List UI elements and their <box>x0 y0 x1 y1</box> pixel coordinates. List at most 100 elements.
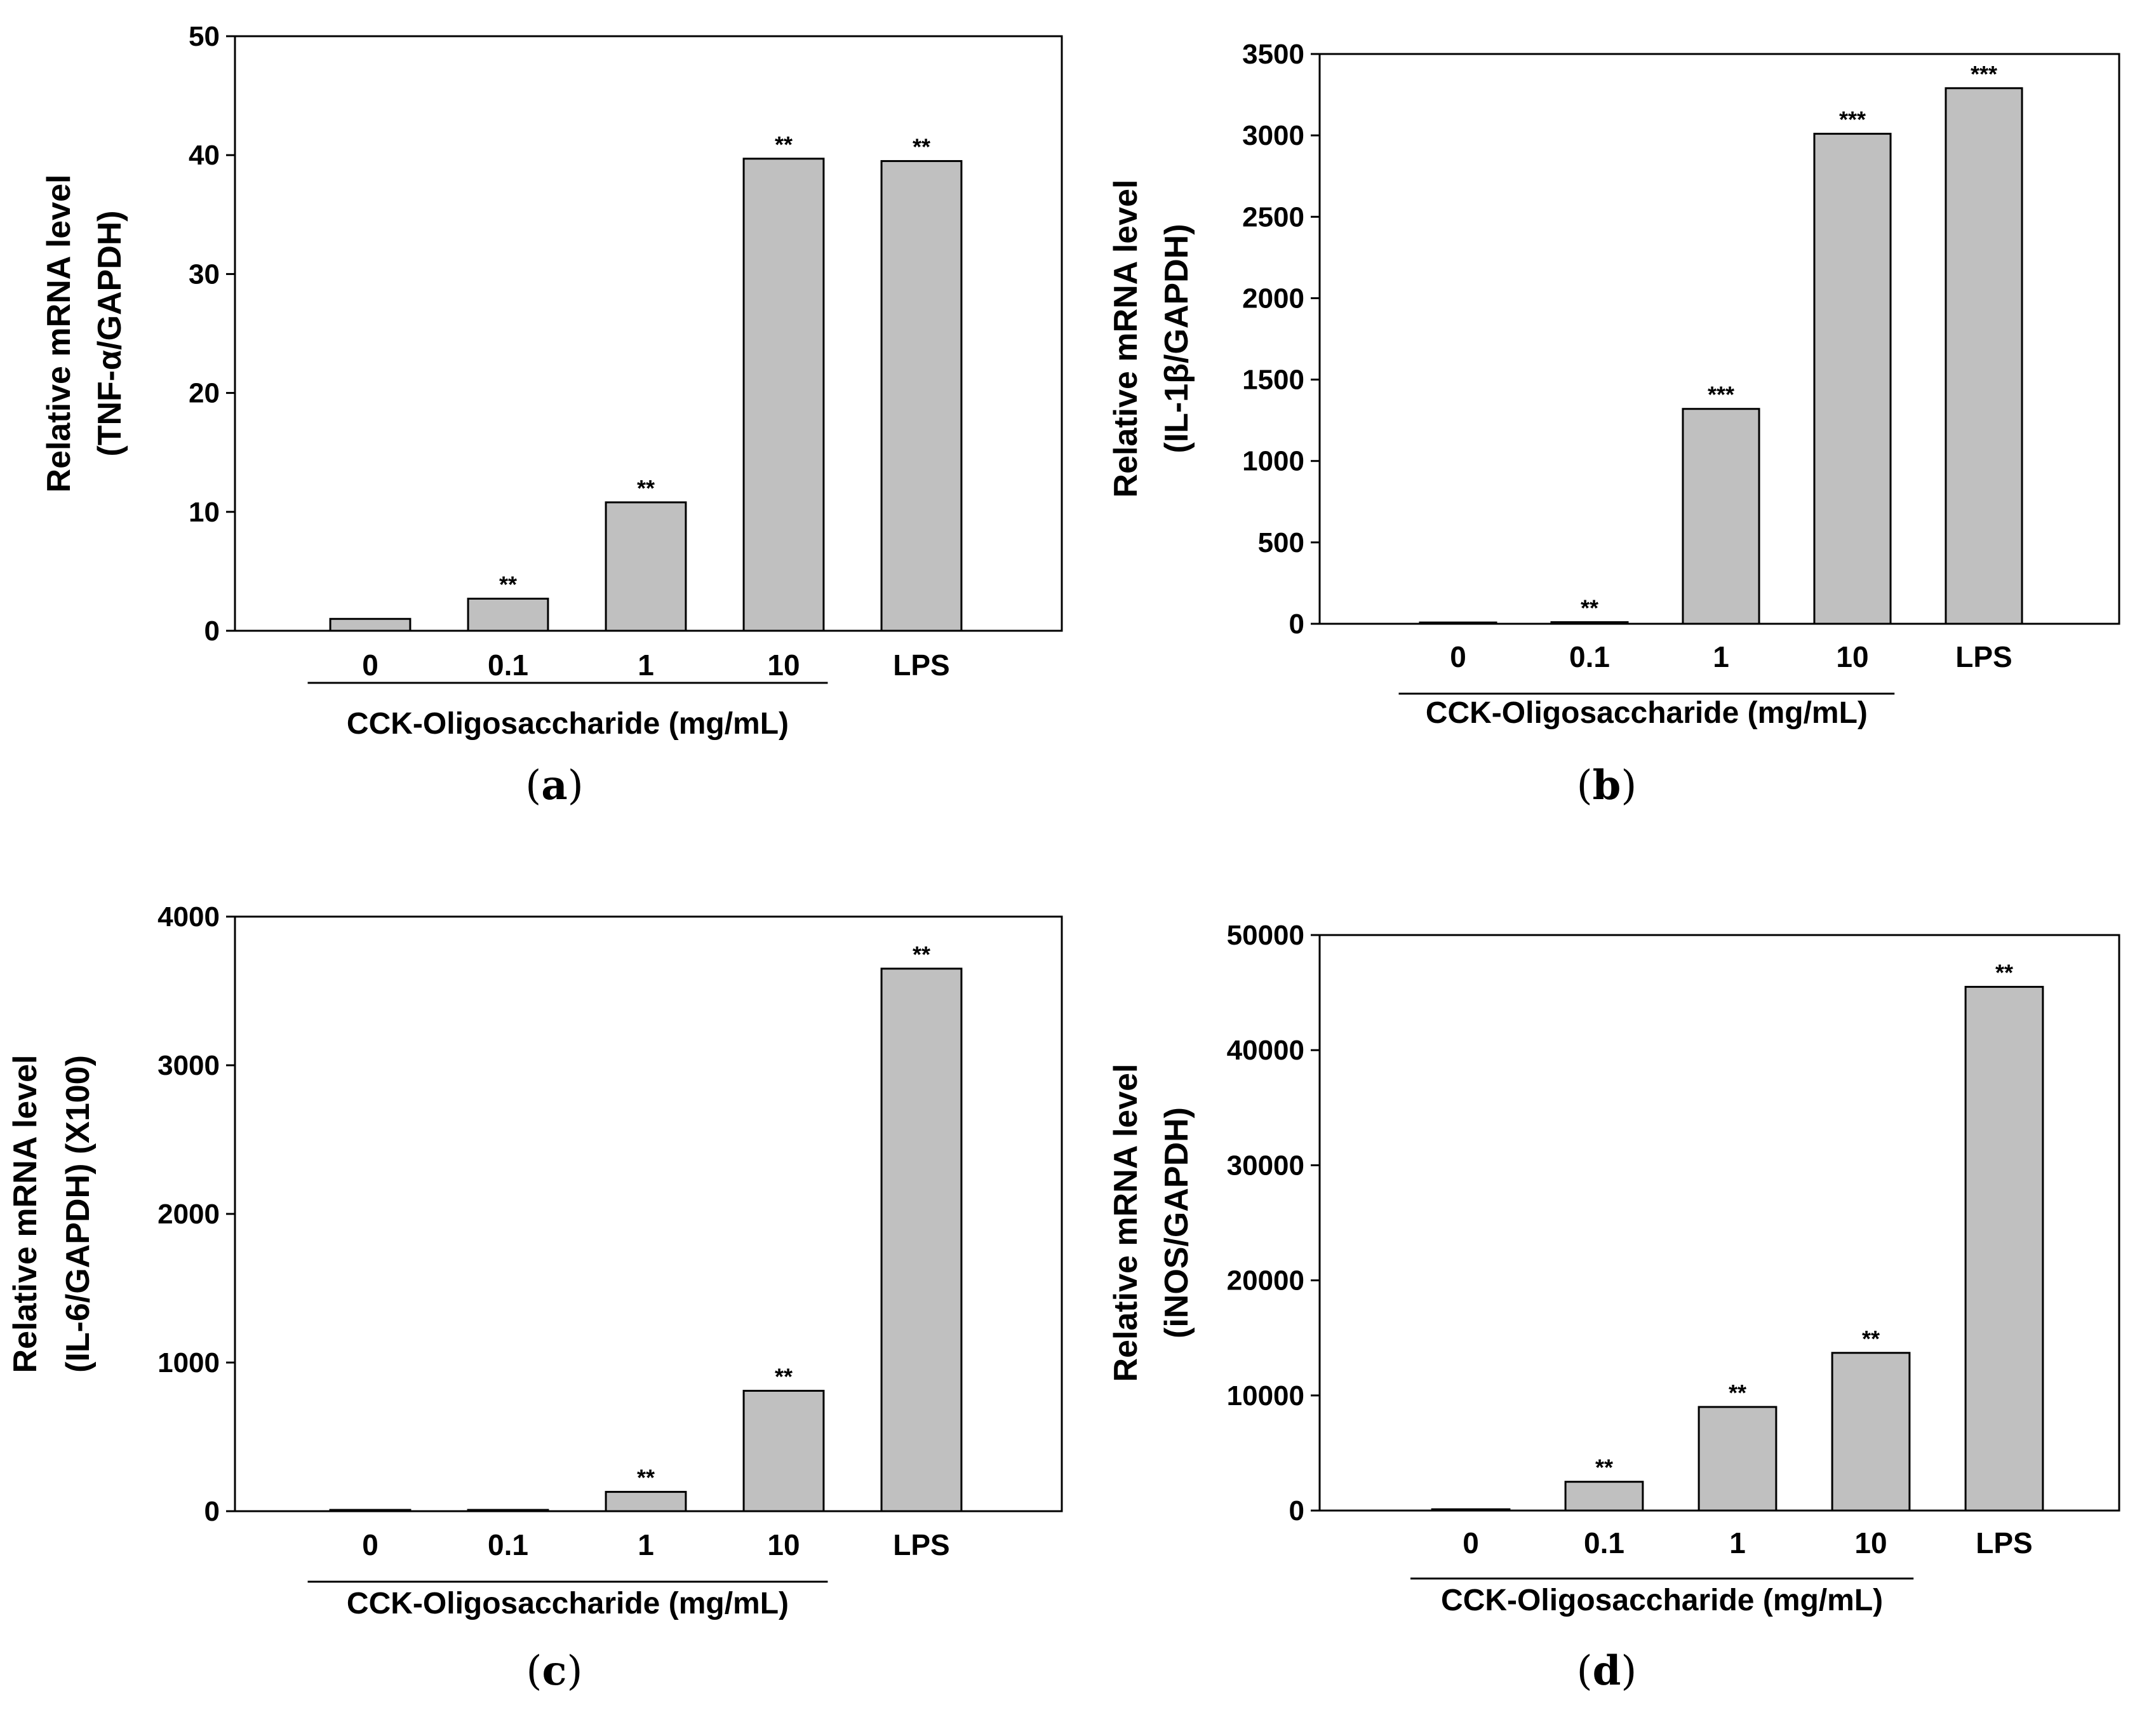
panel-d: 0 10000 20000 30000 40000 50000 0 0.1 ** 1 ** 10 ** L… <box>1108 920 2120 1695</box>
significance-marker: ** <box>1581 595 1598 621</box>
panel-letter: c <box>542 1647 567 1695</box>
y-tick-label: 2000 <box>157 1199 220 1230</box>
y-tick-label: 0 <box>1289 609 1304 640</box>
y-tick-label: 40000 <box>1227 1035 1304 1066</box>
significance-marker: ** <box>775 131 793 158</box>
category-label: 0.1 <box>1569 640 1610 673</box>
significance-marker: ** <box>637 475 655 501</box>
category-label: 0 <box>362 649 378 682</box>
x-axis-label: CCK-Oligosaccharide (mg/mL) <box>1441 1584 1883 1617</box>
category-label: 10 <box>1836 640 1868 673</box>
category-label: 1 <box>638 1528 654 1561</box>
bar-0 <box>329 617 412 632</box>
y-tick-label: 50 <box>189 21 220 52</box>
significance-marker: ** <box>1729 1380 1746 1406</box>
panel-c: 0 1000 2000 3000 4000 0 0.1 1 ** 10 ** LPS ** CCK-Oli… <box>7 901 1063 1695</box>
y-tick-label: 1000 <box>157 1347 220 1378</box>
panel-caption: (b) <box>1577 762 1637 809</box>
bar-1 <box>1682 408 1760 625</box>
x-axis-label: CCK-Oligosaccharide (mg/mL) <box>1426 696 1868 730</box>
panel-letter: d <box>1593 1647 1621 1695</box>
category-label: LPS <box>1955 640 2012 673</box>
y-axis-label-line1: Relative mRNA level <box>7 1055 44 1373</box>
significance-marker: *** <box>1839 107 1866 133</box>
panel-letter: b <box>1593 762 1621 809</box>
x-axis-label: CCK-Oligosaccharide (mg/mL) <box>347 707 789 741</box>
y-tick-label: 1000 <box>1242 446 1304 477</box>
y-tick-label: 2000 <box>1242 283 1304 314</box>
bar-0.1 <box>1564 1481 1644 1512</box>
panel-caption: (a) <box>525 762 583 809</box>
bar-1 <box>605 1491 687 1512</box>
significance-marker: ** <box>913 134 930 160</box>
y-tick-label: 3000 <box>157 1050 220 1081</box>
significance-marker: ** <box>637 1465 655 1491</box>
significance-marker: ** <box>775 1363 793 1389</box>
category-label: 10 <box>767 1528 800 1561</box>
category-label: 0.1 <box>488 649 528 682</box>
bar-0.1 <box>1550 621 1629 625</box>
category-label: LPS <box>893 649 949 682</box>
y-axis-label-line2: (iNOS/GAPDH) <box>1158 1107 1195 1338</box>
bar-0 <box>329 1509 412 1512</box>
bar-LPS <box>880 967 963 1512</box>
significance-marker: *** <box>1708 382 1734 408</box>
y-tick-label: 0 <box>204 616 220 647</box>
category-label: 0.1 <box>1584 1526 1624 1559</box>
panel-b: 0 500 1000 1500 2000 2500 3000 3500 0 0.1 ** 1 *** 10… <box>1108 39 2120 809</box>
y-tick-label: 2500 <box>1242 201 1304 232</box>
category-label: 1 <box>1729 1526 1746 1559</box>
category-label: 0.1 <box>488 1528 528 1561</box>
bar-0 <box>1431 1508 1511 1512</box>
y-tick-label: 0 <box>204 1496 220 1527</box>
y-axis-label-line2: (IL-1β/GAPDH) <box>1158 224 1195 453</box>
significance-marker: ** <box>1862 1326 1880 1352</box>
y-tick-label: 3000 <box>1242 120 1304 151</box>
category-label: 1 <box>638 649 654 682</box>
y-tick-label: 4000 <box>157 901 220 933</box>
y-tick-label: 3500 <box>1242 39 1304 70</box>
panel-a: 0 10 20 30 40 50 0 0.1 ** 1 ** 10 ** LPS ** CCK-Oligosa… <box>41 21 1063 809</box>
y-tick-label: 50000 <box>1227 920 1304 951</box>
bar-0.1 <box>467 597 549 632</box>
bar-10 <box>1813 133 1892 625</box>
y-tick-label: 10 <box>189 497 220 528</box>
significance-marker: *** <box>1971 61 1997 87</box>
panel-caption: (c) <box>526 1647 583 1695</box>
y-axis-label-line1: Relative mRNA level <box>1108 1064 1144 1382</box>
y-axis-label-line2: (IL-6/GAPDH) (X100) <box>60 1055 97 1373</box>
category-label: 1 <box>1713 640 1729 673</box>
bar-1 <box>605 501 687 632</box>
x-axis-label: CCK-Oligosaccharide (mg/mL) <box>347 1587 789 1620</box>
y-axis-label-line1: Relative mRNA level <box>41 175 77 493</box>
bar-0 <box>1419 621 1497 625</box>
panel-caption: (d) <box>1577 1647 1637 1695</box>
category-label: 0 <box>362 1528 378 1561</box>
category-label: 10 <box>1854 1526 1887 1559</box>
category-label: 0 <box>1463 1526 1479 1559</box>
category-label: 10 <box>767 649 800 682</box>
category-label: LPS <box>893 1528 949 1561</box>
y-tick-label: 0 <box>1289 1495 1304 1526</box>
y-tick-label: 10000 <box>1227 1380 1304 1411</box>
bar-10 <box>742 1389 825 1512</box>
bar-0.1 <box>467 1509 549 1512</box>
y-axis-label-line1: Relative mRNA level <box>1108 180 1144 498</box>
y-axis-label-line2: (TNF-α/GAPDH) <box>91 210 128 456</box>
bar-10 <box>1831 1352 1911 1512</box>
bar-10 <box>742 158 825 632</box>
category-label: 0 <box>1450 640 1466 673</box>
bar-1 <box>1697 1406 1778 1512</box>
y-tick-label: 40 <box>189 140 220 171</box>
y-tick-label: 20000 <box>1227 1265 1304 1296</box>
y-tick-label: 500 <box>1258 527 1304 558</box>
y-tick-label: 20 <box>189 378 220 409</box>
category-label: LPS <box>1976 1526 2032 1559</box>
y-tick-label: 30000 <box>1227 1150 1304 1181</box>
significance-marker: ** <box>499 571 517 597</box>
y-tick-label: 1500 <box>1242 365 1304 396</box>
significance-marker: ** <box>1595 1455 1613 1481</box>
bar-LPS <box>1964 986 2044 1512</box>
y-tick-label: 30 <box>189 259 220 290</box>
